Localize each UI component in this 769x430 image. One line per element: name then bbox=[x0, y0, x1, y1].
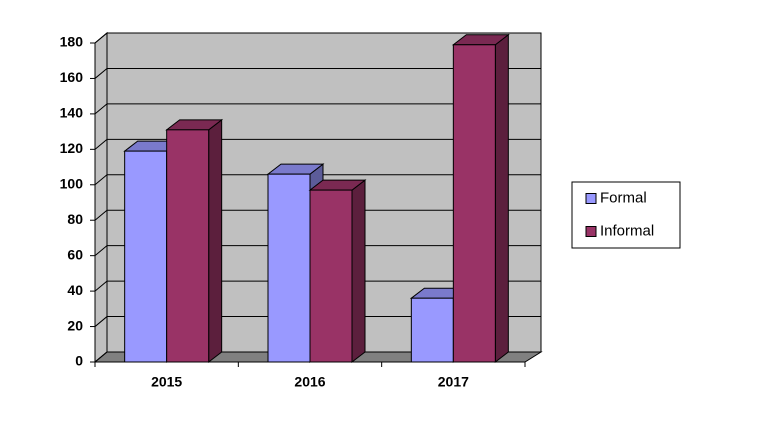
y-tick-label: 100 bbox=[60, 175, 84, 191]
bar bbox=[452, 44, 496, 363]
x-tick-label: 2015 bbox=[151, 374, 182, 390]
y-tick-label: 80 bbox=[67, 211, 83, 227]
bar-side bbox=[208, 118, 223, 364]
y-tick-label: 120 bbox=[60, 140, 84, 156]
y-tick-label: 0 bbox=[75, 353, 83, 369]
grid-line bbox=[94, 245, 541, 257]
bar bbox=[267, 173, 311, 363]
bar-side bbox=[494, 33, 509, 364]
grid-line bbox=[94, 351, 541, 363]
legend-swatch bbox=[585, 226, 597, 237]
y-tick-label: 20 bbox=[67, 317, 83, 333]
grid-line bbox=[94, 67, 541, 79]
side-wall bbox=[94, 31, 108, 364]
grid-line bbox=[94, 103, 541, 115]
y-tick-label: 160 bbox=[60, 69, 84, 85]
bar bbox=[309, 189, 353, 363]
grid-line bbox=[94, 138, 541, 150]
bar bbox=[124, 150, 168, 363]
grid-line bbox=[94, 316, 541, 327]
legend-label: Formal bbox=[600, 189, 647, 206]
x-tick-label: 2017 bbox=[438, 374, 469, 390]
y-tick-label: 140 bbox=[60, 105, 84, 121]
y-tick-label: 180 bbox=[60, 34, 84, 50]
legend-label: Informal bbox=[600, 222, 654, 239]
legend: Formal Informal bbox=[571, 181, 681, 249]
legend-swatch bbox=[585, 193, 597, 204]
bar bbox=[166, 129, 210, 363]
grid-line bbox=[94, 32, 541, 44]
y-tick-label: 60 bbox=[67, 246, 83, 262]
y-tick-label: 40 bbox=[67, 282, 83, 298]
bar-side bbox=[351, 179, 366, 364]
grid-line bbox=[94, 280, 541, 292]
grid-line bbox=[94, 174, 541, 186]
bar bbox=[410, 297, 454, 363]
x-tick-label: 2016 bbox=[294, 374, 325, 390]
grid-line bbox=[94, 209, 541, 221]
